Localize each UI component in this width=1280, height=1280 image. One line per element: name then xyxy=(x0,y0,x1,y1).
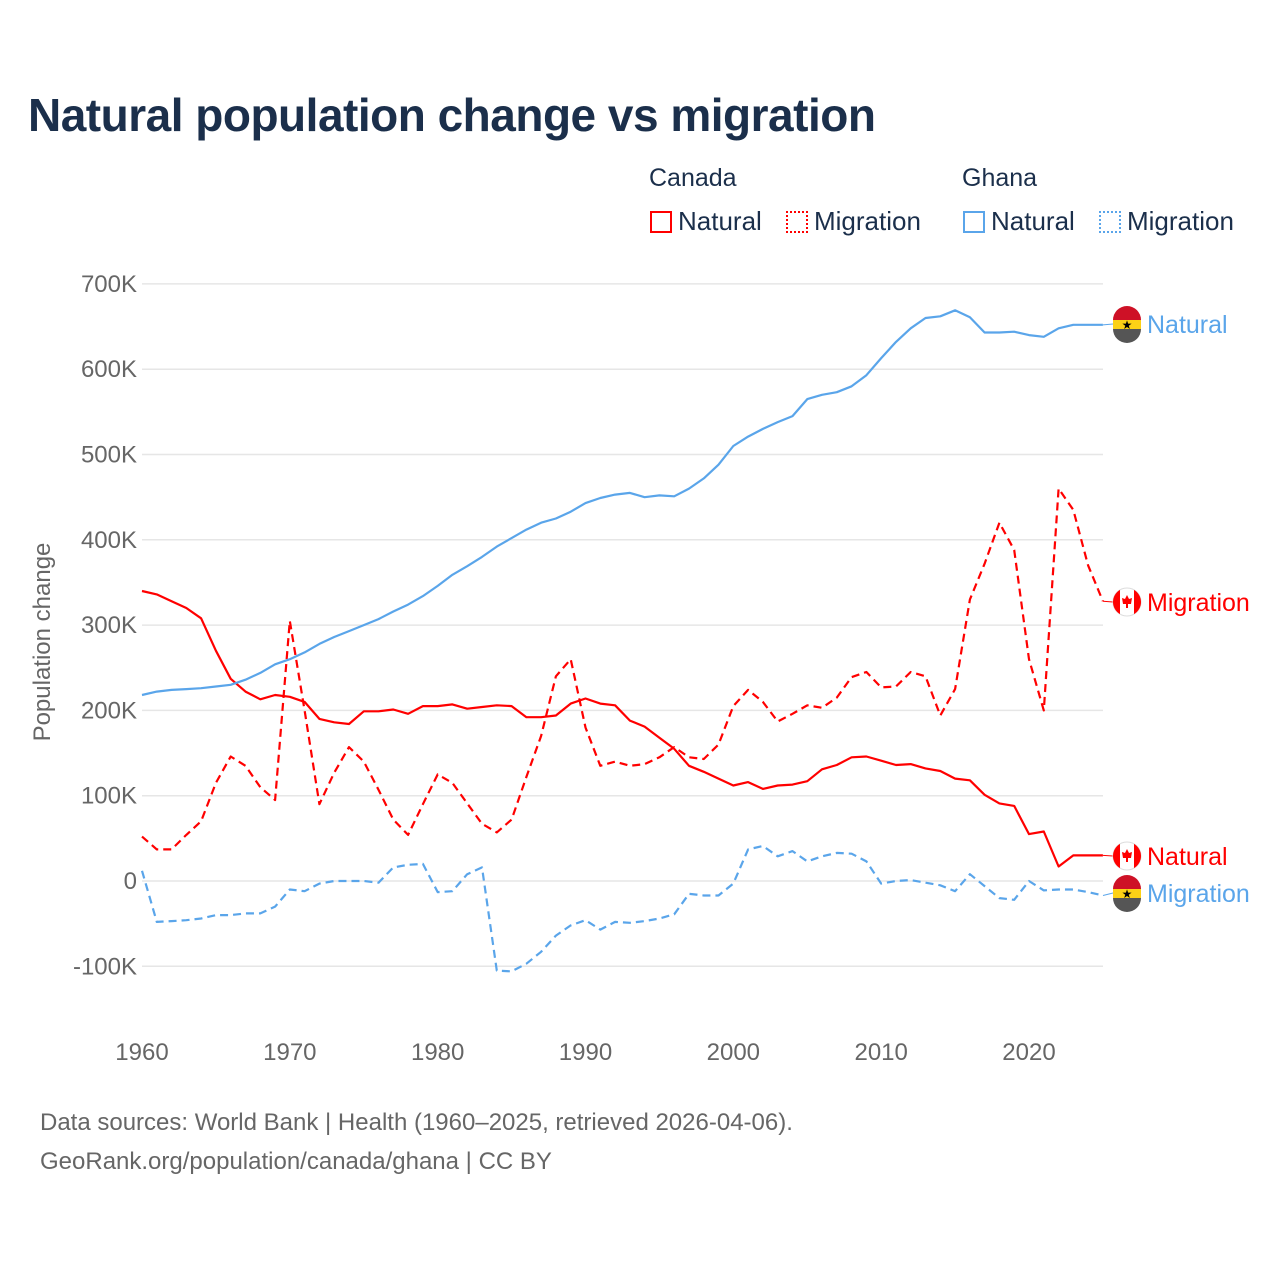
ghana-flag-gold xyxy=(1113,320,1141,329)
canada-flag-band xyxy=(1113,843,1120,869)
series-line-canada-natural xyxy=(141,589,1103,868)
canada-flag-band xyxy=(1134,589,1141,615)
legend-label: Natural xyxy=(678,206,762,236)
series-line-canada-migration xyxy=(141,487,1104,851)
label-connector xyxy=(1102,323,1114,326)
y-tick-label: 500K xyxy=(81,442,137,469)
legend-label: Migration xyxy=(1127,206,1234,236)
x-tick-label: 1990 xyxy=(559,1039,612,1066)
series-line-ghana-migration xyxy=(140,844,1104,973)
footer-credit: GeoRank.org/population/canada/ghana | CC… xyxy=(40,1148,552,1175)
legend-group-ghana: Ghana xyxy=(962,164,1038,192)
end-label: Migration xyxy=(1147,880,1250,908)
end-label: Natural xyxy=(1147,311,1228,339)
y-tick-label: 600K xyxy=(81,356,137,383)
solid-swatch-icon xyxy=(650,210,672,233)
x-tick-label: 1960 xyxy=(115,1039,168,1066)
label-connector xyxy=(1102,892,1114,896)
legend-canada-natural[interactable]: Natural xyxy=(650,206,762,237)
ghana-star-icon: ★ xyxy=(1122,887,1133,901)
legend-group-canada: Canada xyxy=(649,164,737,192)
ghana-star-icon: ★ xyxy=(1122,318,1133,332)
label-connector xyxy=(1102,854,1114,857)
maple-leaf-icon xyxy=(1122,595,1132,608)
y-tick-label: 300K xyxy=(81,612,137,639)
chart-title: Natural population change vs migration xyxy=(28,89,876,141)
x-tick-label: 1980 xyxy=(411,1039,464,1066)
legend-canada-migration[interactable]: Migration xyxy=(786,206,921,237)
legend-ghana-migration[interactable]: Migration xyxy=(1099,206,1234,237)
y-tick-label: 700K xyxy=(81,271,137,298)
ghana-flag-red xyxy=(1113,875,1141,889)
legend-label: Natural xyxy=(991,206,1075,236)
end-label: Migration xyxy=(1147,589,1250,617)
solid-swatch-icon xyxy=(963,210,985,233)
footer-sources: Data sources: World Bank | Health (1960–… xyxy=(40,1109,793,1136)
legend-label: Migration xyxy=(814,206,921,236)
canada-flag-band xyxy=(1134,843,1141,869)
x-tick-label: 2010 xyxy=(854,1039,907,1066)
y-tick-label: 0 xyxy=(124,868,137,895)
end-label: Natural xyxy=(1147,843,1228,871)
ghana-flag-dark xyxy=(1113,898,1141,912)
ghana-flag-red xyxy=(1113,306,1141,320)
x-tick-label: 1970 xyxy=(263,1039,316,1066)
y-tick-label: -100K xyxy=(73,953,137,980)
dotted-swatch-icon xyxy=(1099,210,1121,233)
dotted-swatch-icon xyxy=(786,210,808,233)
canada-flag-band xyxy=(1113,589,1120,615)
y-tick-label: 200K xyxy=(81,697,137,724)
y-axis-label: Population change xyxy=(29,543,56,742)
x-tick-label: 2000 xyxy=(707,1039,760,1066)
ghana-flag-gold xyxy=(1113,889,1141,898)
y-tick-label: 100K xyxy=(81,783,137,810)
series-line-ghana-natural xyxy=(141,309,1103,697)
ghana-flag-dark xyxy=(1113,329,1141,343)
line-chart: 700K 600K 500K 400K 300K 200K 100K 0 -100K 1960 19… xyxy=(29,271,1250,1066)
label-connector xyxy=(1102,600,1114,603)
x-tick-label: 2020 xyxy=(1002,1039,1055,1066)
legend-ghana-natural[interactable]: Natural xyxy=(963,206,1075,237)
y-tick-label: 400K xyxy=(81,527,137,554)
maple-leaf-icon xyxy=(1122,849,1132,862)
